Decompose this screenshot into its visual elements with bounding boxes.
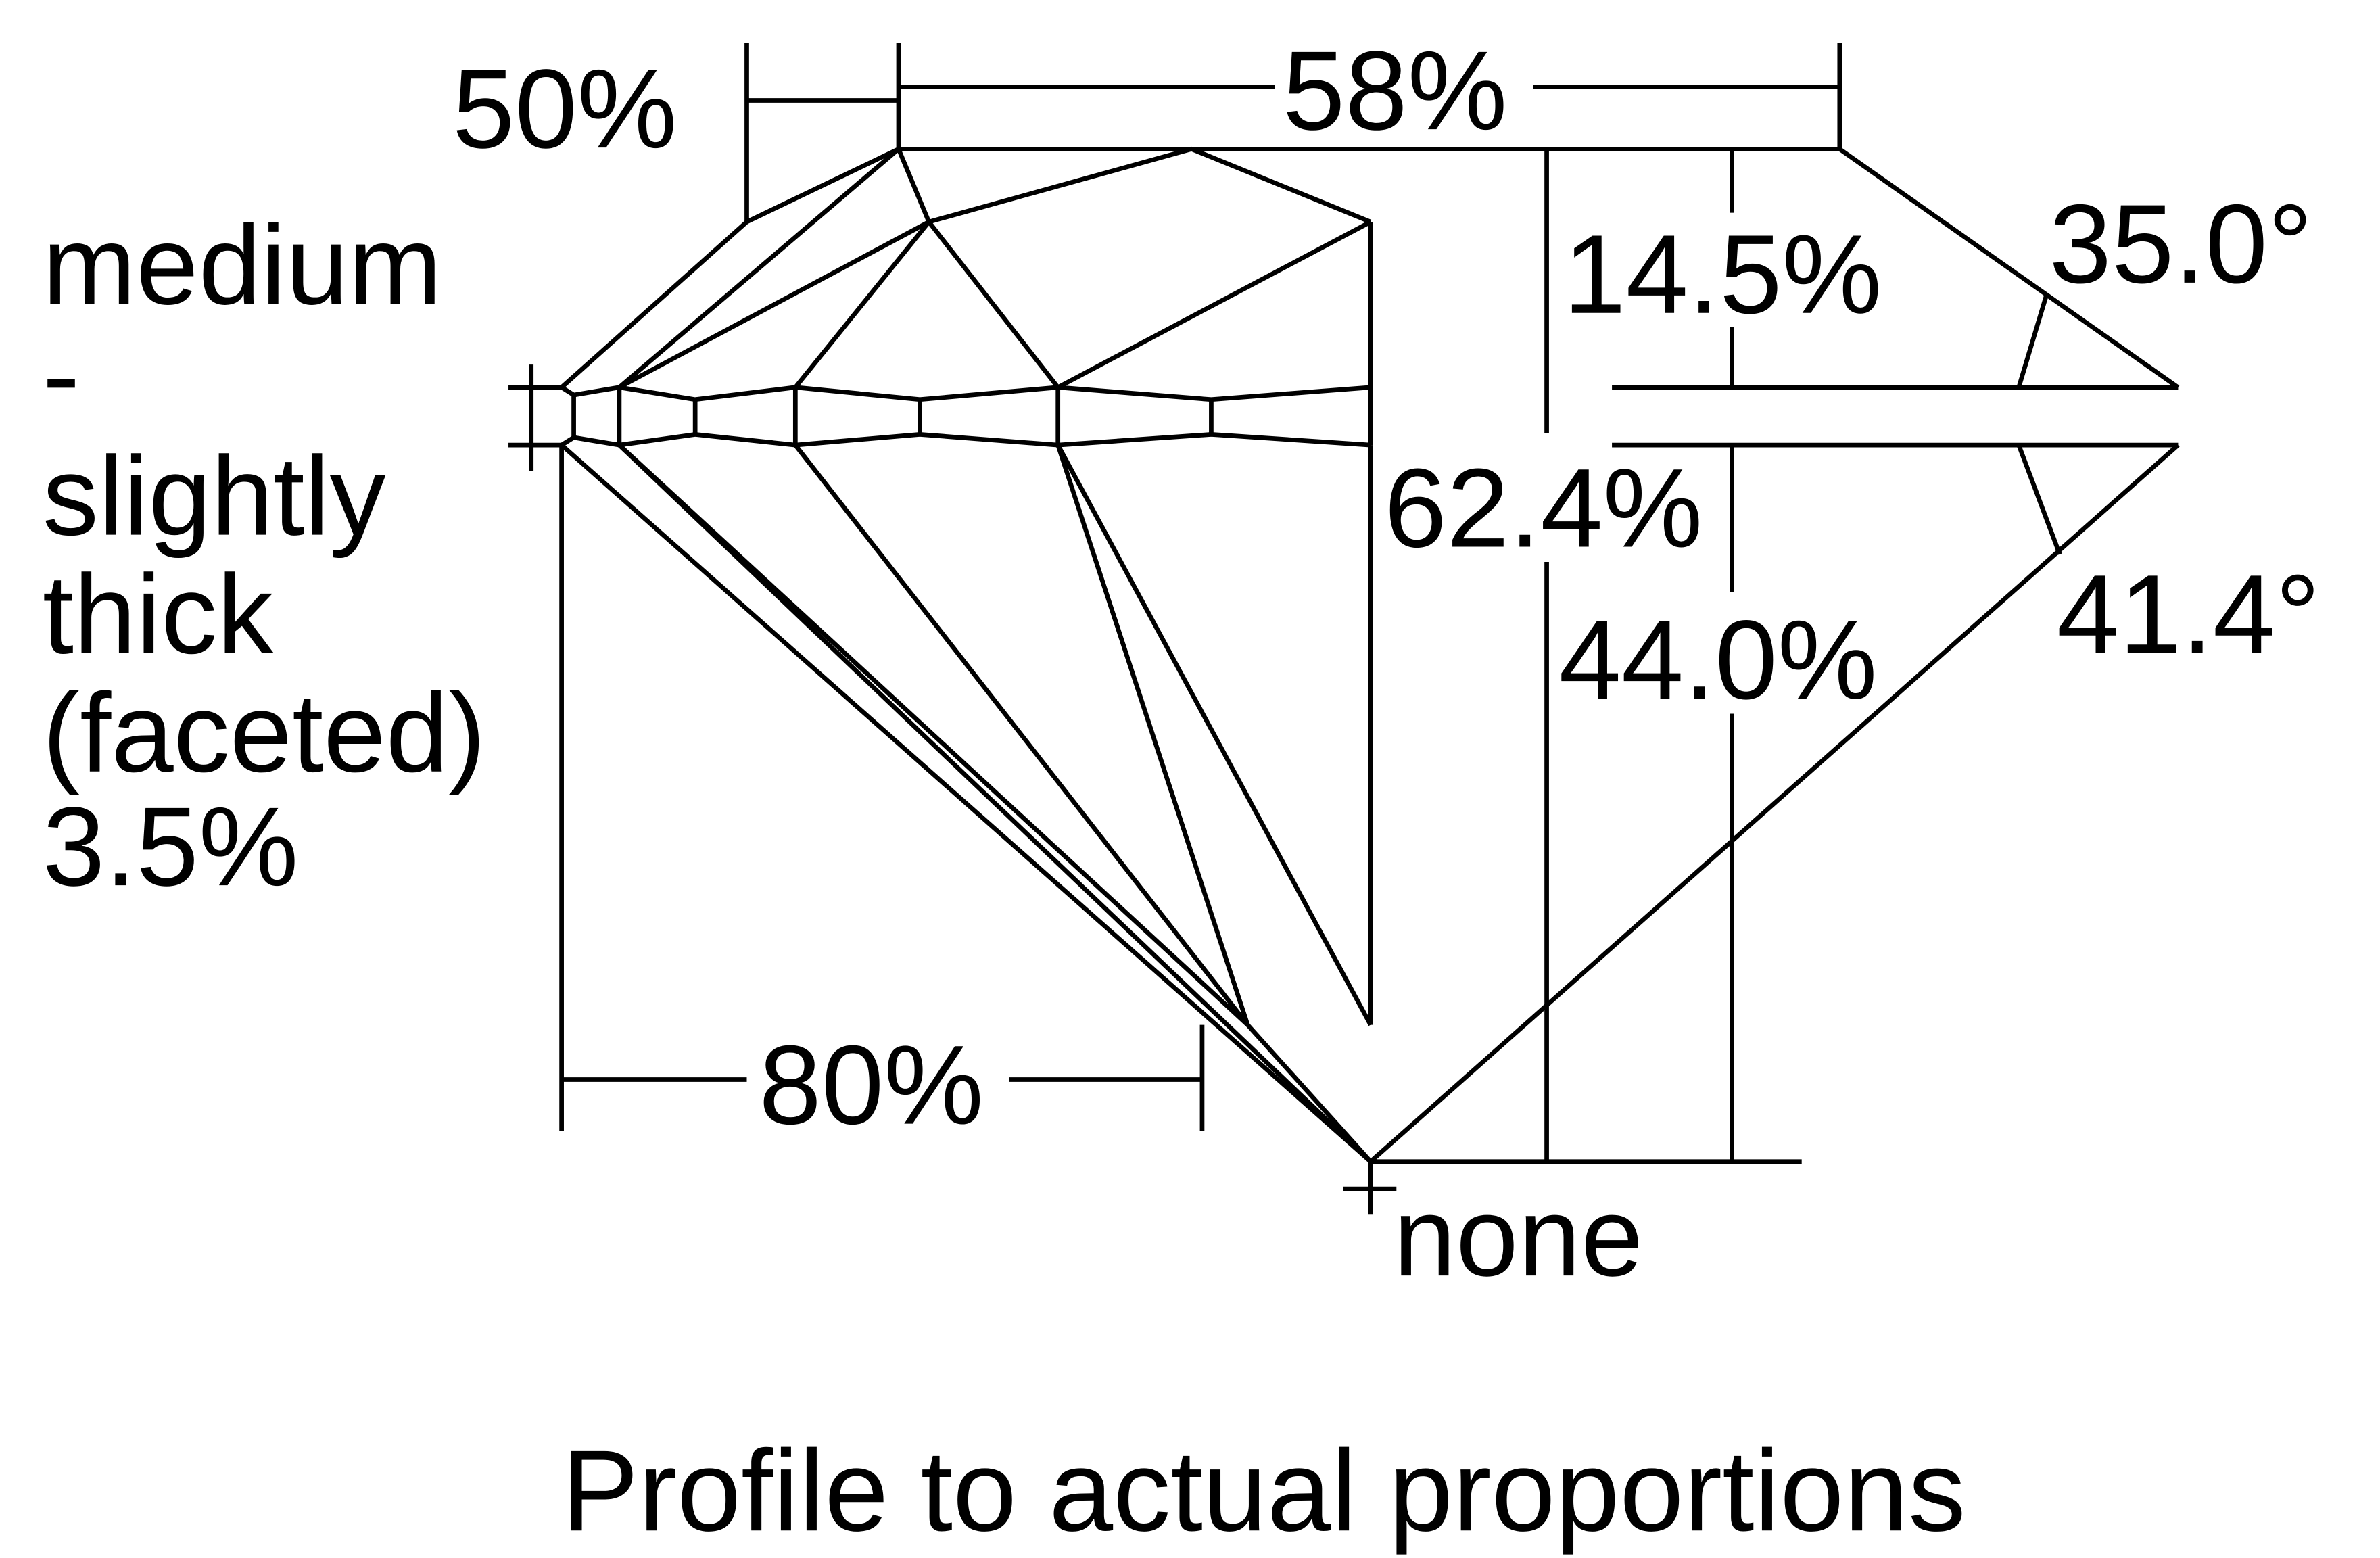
girdle-line: slightly xyxy=(43,434,386,559)
diamond-outline xyxy=(560,146,2180,1165)
caption: Profile to actual proportions xyxy=(562,1427,1966,1555)
dimension-lines xyxy=(508,43,2062,1215)
crown-angle-label: 35.0° xyxy=(2049,182,2313,307)
girdle-line: - xyxy=(43,312,80,438)
lower-half-label: 80% xyxy=(759,1023,983,1148)
girdle-line: thick xyxy=(43,552,274,678)
girdle-label: medium - slightly thick (faceted) 3.5% xyxy=(43,203,486,910)
pavilion-depth-label: 44.0% xyxy=(1559,598,1878,723)
crown-facets xyxy=(617,146,1372,390)
girdle-line: (faceted) xyxy=(43,671,486,796)
total-depth-label: 62.4% xyxy=(1384,446,1703,571)
girdle-facets xyxy=(560,385,1373,448)
culet-label: none xyxy=(1394,1175,1644,1300)
crown-height-label: 14.5% xyxy=(1563,212,1882,337)
girdle-line: 3.5% xyxy=(43,784,299,910)
girdle-line: medium xyxy=(43,203,442,328)
pavilion-facets xyxy=(617,443,1373,1164)
table-label: 58% xyxy=(1283,28,1507,154)
star-length-label: 50% xyxy=(452,47,677,172)
pavilion-angle-label: 41.4° xyxy=(2057,552,2320,678)
